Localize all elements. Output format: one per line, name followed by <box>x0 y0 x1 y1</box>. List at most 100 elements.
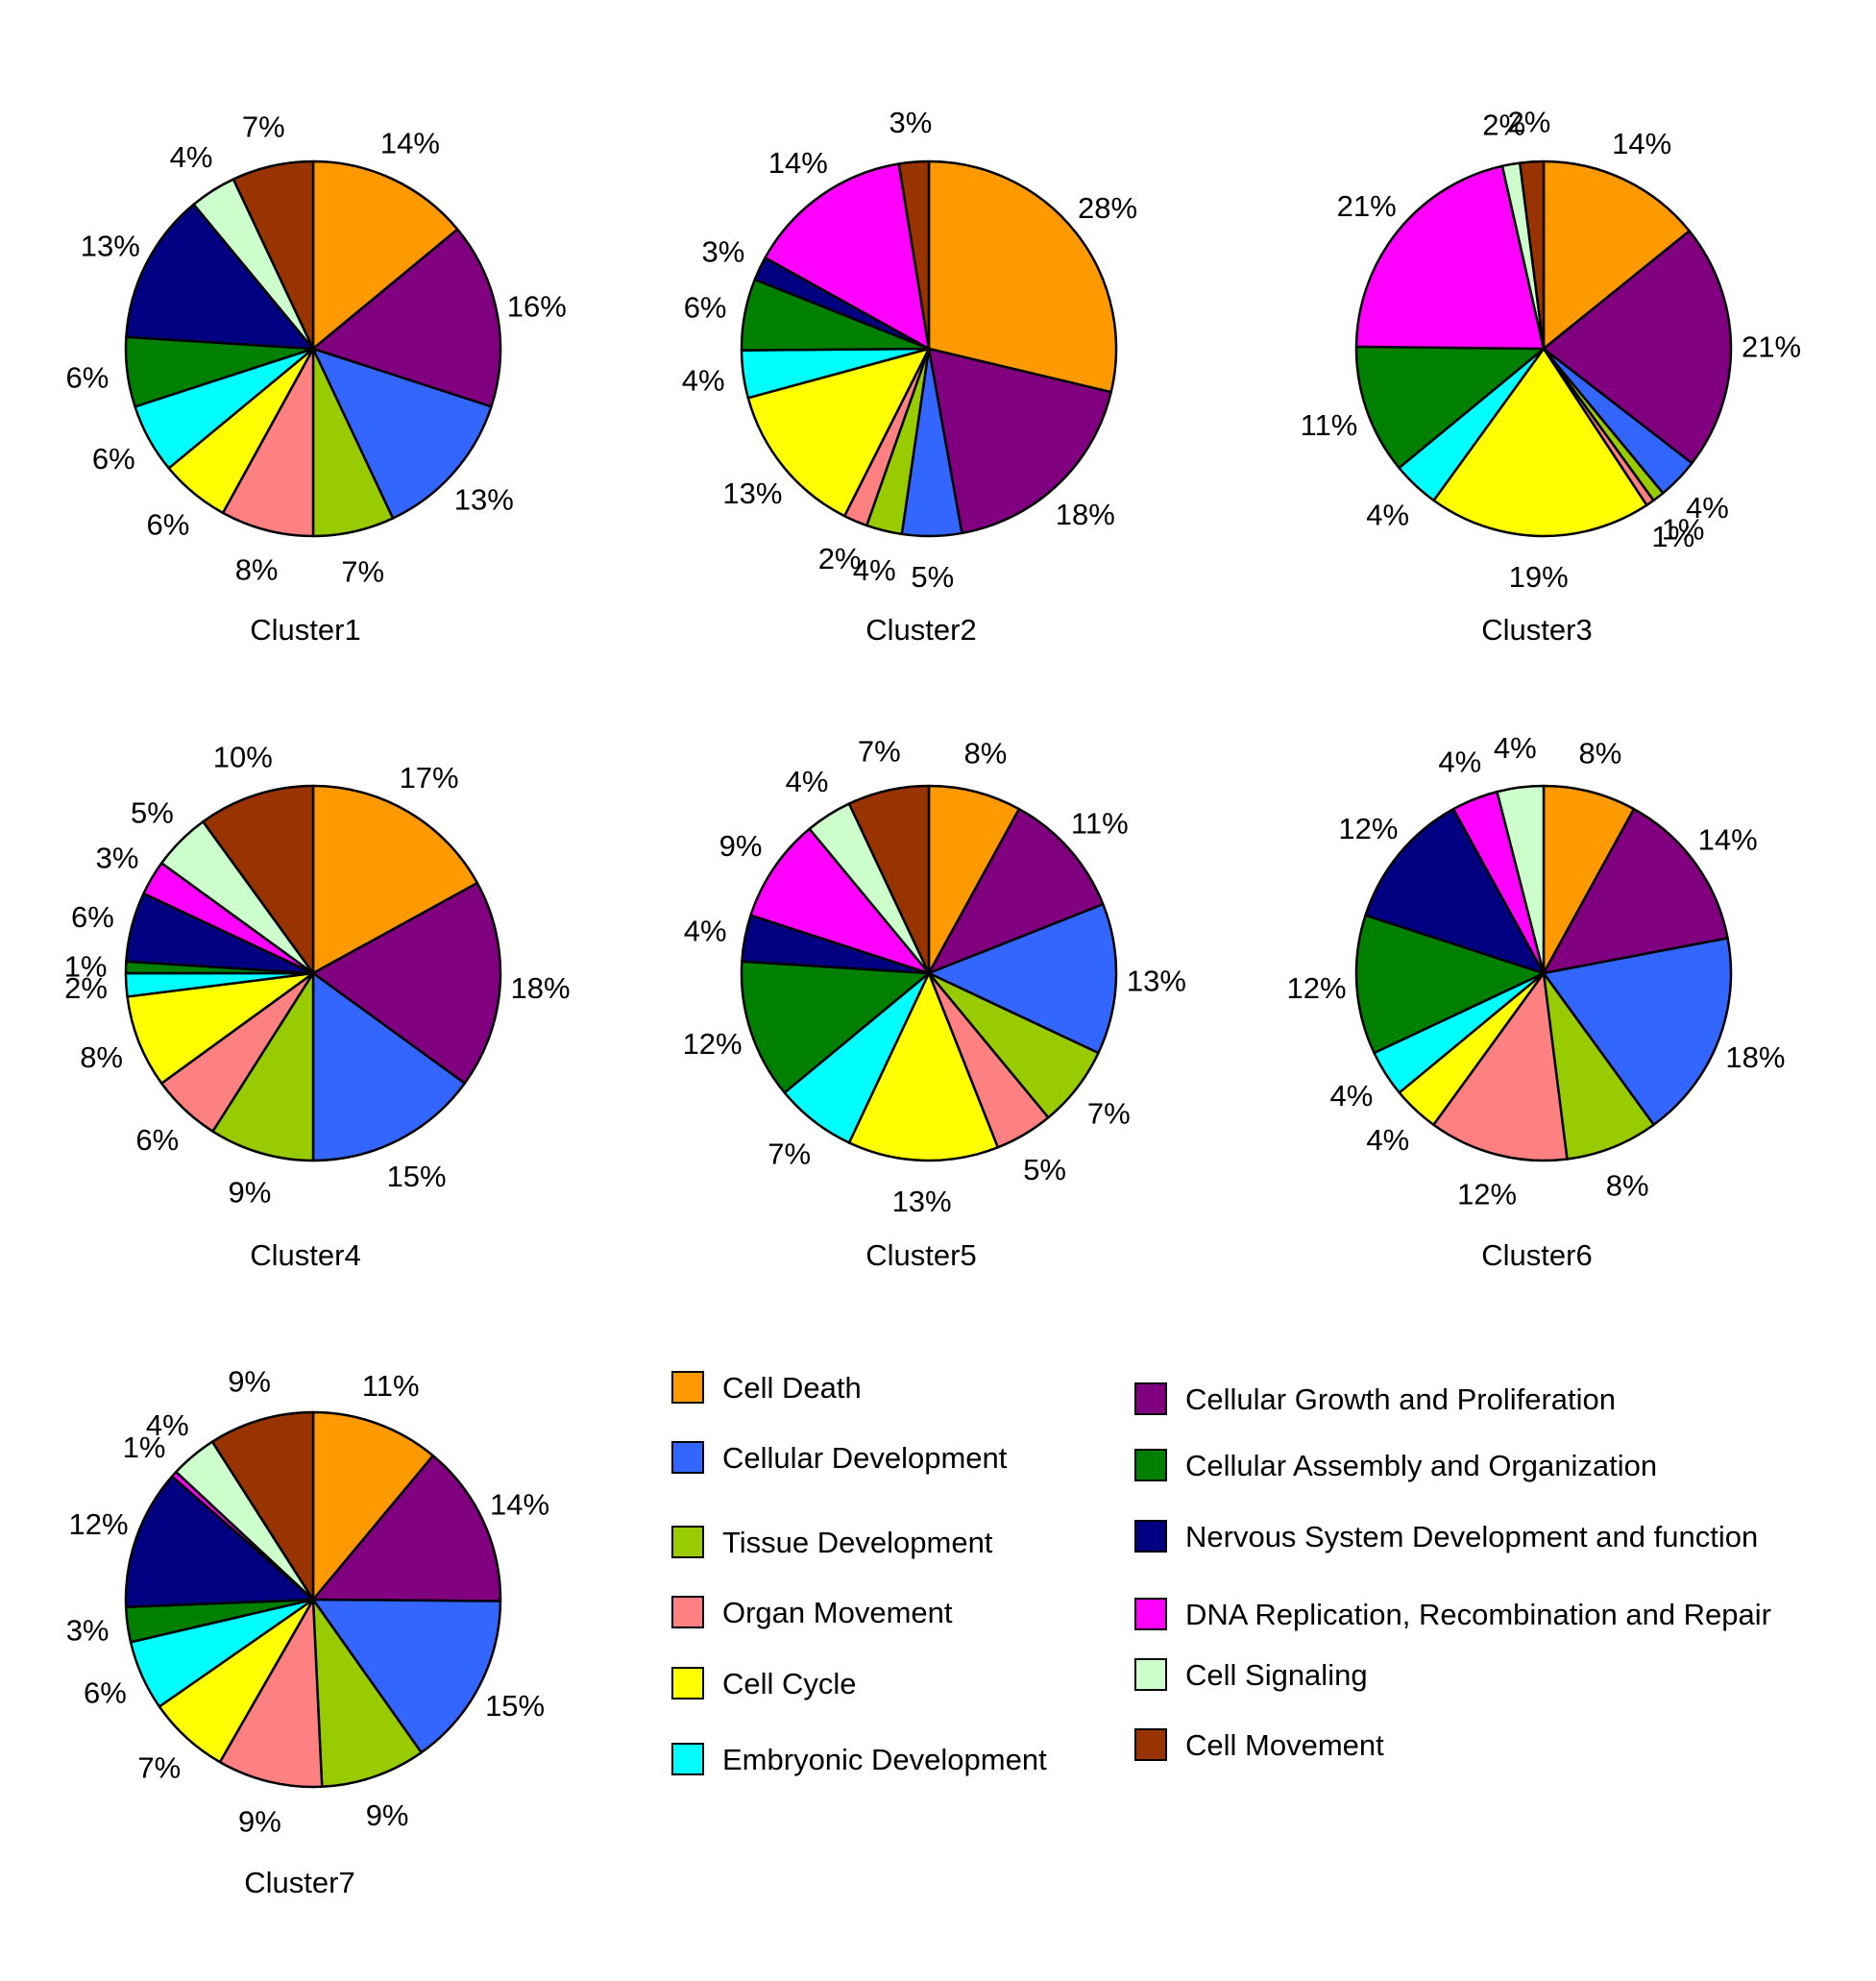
pie-slice-dna-replication <box>1354 164 1546 351</box>
cluster-title: Cluster7 <box>244 1866 354 1899</box>
pie-slice-cellular-growth <box>927 347 1112 535</box>
legend-item-tissue-development: Tissue Development <box>671 1526 993 1559</box>
pie-slice-tissue-development <box>1542 971 1655 1161</box>
cluster-title: Cluster4 <box>250 1238 360 1272</box>
pie-slice-cellular-assembly <box>1354 345 1546 470</box>
legend-item-cellular-development: Cellular Development <box>671 1441 1008 1475</box>
legend-swatch <box>1134 1598 1167 1630</box>
slice-label: 13% <box>454 483 514 517</box>
pie-slice-cellular-development <box>311 971 467 1162</box>
slice-label: 9% <box>228 1365 271 1399</box>
cluster-title: Cluster6 <box>1481 1238 1592 1272</box>
cluster-title: Cluster5 <box>865 1238 976 1272</box>
legend-label: Tissue Development <box>722 1526 993 1559</box>
pie-slice-nervous-system <box>1364 807 1546 975</box>
legend-item-organ-movement: Organ Movement <box>671 1596 953 1629</box>
pie-chart-4: 17% 18% 15% 9% 6% 8% 2%1% 6% 3% 5% 10% Cluster4 <box>64 741 571 1272</box>
slice-label: 14% <box>768 146 828 180</box>
slice-label: 8% <box>1578 736 1621 770</box>
slice-label: 10% <box>213 741 273 774</box>
slice-label: 7% <box>137 1751 181 1785</box>
legend-item-embryonic-development: Embryonic Development <box>671 1743 1047 1776</box>
slice-label: 6% <box>684 290 727 324</box>
pie-slice-dna-replication <box>749 827 931 975</box>
legend-label: Cell Death <box>722 1371 862 1405</box>
slice-label: 9% <box>366 1798 409 1832</box>
pie-slice-cell-movement <box>210 1410 315 1602</box>
slice-label: 4% <box>684 915 727 948</box>
slice-label: 7% <box>242 110 285 144</box>
slice-label: 6% <box>65 361 109 395</box>
pie-slice-organ-movement <box>218 1598 324 1789</box>
legend-swatch <box>671 1441 704 1474</box>
slice-label: 21% <box>1337 189 1397 223</box>
legend-item-cellular-growth: Cellular Growth and Proliferation <box>1134 1382 1616 1416</box>
slice-label: 8% <box>235 553 279 587</box>
slice-label: 12% <box>683 1027 743 1061</box>
legend-item-cell-cycle: Cell Cycle <box>671 1667 857 1700</box>
slice-label: 13% <box>81 229 140 262</box>
pie-slice-cellular-assembly <box>740 960 931 1094</box>
pie-chart-6: 8% 14% 18% 8% 12% 4% 4% 12% 12% 4% 4% Cluster6 <box>1286 731 1785 1272</box>
legend-item-cell-signaling: Cell Signaling <box>1134 1658 1368 1692</box>
pie-slice-cell-cycle <box>847 971 1000 1162</box>
pie-slice-cellular-growth <box>311 881 502 1085</box>
cluster-title: Cluster1 <box>250 613 360 647</box>
slice-label: 4% <box>853 553 896 587</box>
legend-label: Cellular Growth and Proliferation <box>1185 1382 1616 1416</box>
slice-label: 7% <box>767 1137 811 1170</box>
slice-label: 11% <box>1071 806 1129 840</box>
slice-label: 4% <box>1494 731 1537 765</box>
slice-label: 2% <box>818 542 862 575</box>
slice-label: 1% <box>64 950 108 984</box>
pie-slice-cell-death <box>927 159 1118 394</box>
pie-slice-cellular-growth <box>1542 807 1729 975</box>
pie-slice-cell-death <box>1542 159 1691 351</box>
slice-label: 3% <box>701 234 744 268</box>
slice-label: 6% <box>146 508 189 542</box>
legend-item-cellular-assembly: Cellular Assembly and Organization <box>1134 1449 1657 1482</box>
slice-label: 5% <box>131 795 174 829</box>
legend-label: Cellular Assembly and Organization <box>1185 1449 1657 1482</box>
legend-swatch <box>1134 1658 1167 1691</box>
legend-swatch <box>671 1667 704 1700</box>
slice-label: 19% <box>1509 560 1569 594</box>
legend-swatch <box>1134 1728 1167 1761</box>
pie-chart-1: 14% 16% 13% 7% 8% 6% 6% 6% 13% 4% 7% Cluster1 <box>65 110 566 647</box>
legend-label: Organ Movement <box>722 1596 953 1629</box>
legend-label: Cell Signaling <box>1185 1658 1368 1692</box>
slice-label: 11% <box>1301 408 1358 442</box>
pie-slice-cell-signaling <box>1496 784 1546 975</box>
pie-slice-cellular-development <box>311 347 493 520</box>
slice-label: 3% <box>96 841 139 874</box>
slice-label: 14% <box>490 1487 549 1521</box>
pie-slice-cellular-development <box>311 1598 502 1754</box>
slice-label: 1% <box>123 1431 166 1464</box>
pie-slice-cell-cycle <box>1432 347 1648 538</box>
cluster-title: Cluster2 <box>865 613 976 647</box>
legend-item-cell-movement: Cell Movement <box>1134 1728 1384 1762</box>
slice-label: 13% <box>1127 964 1186 997</box>
slice-label: 21% <box>1742 330 1801 363</box>
legend-swatch <box>671 1526 704 1558</box>
slice-label: 4% <box>170 140 213 174</box>
legend-item-cell-death: Cell Death <box>671 1371 862 1405</box>
legend-swatch <box>671 1596 704 1628</box>
slice-label: 18% <box>1725 1040 1785 1074</box>
slice-label: 6% <box>135 1123 179 1157</box>
slice-label: 4% <box>1686 491 1729 525</box>
pie-slice-cellular-growth <box>311 1454 502 1602</box>
pie-slice-cell-death <box>311 784 479 975</box>
slice-label: 3% <box>66 1614 110 1648</box>
slice-label: 4% <box>1438 746 1481 779</box>
slice-label: 2% <box>1482 109 1525 142</box>
pie-chart-2: 28%18%5%4%2%13%4%6%3%14%3%Cluster2 <box>682 106 1137 647</box>
slice-label: 4% <box>1329 1079 1373 1113</box>
slice-label: 9% <box>719 829 763 863</box>
slice-label: 3% <box>889 106 932 139</box>
slice-label: 17% <box>400 761 459 795</box>
slice-label: 7% <box>1087 1096 1131 1130</box>
pie-slice-tissue-development <box>311 1598 423 1789</box>
slice-label: 12% <box>68 1507 128 1541</box>
